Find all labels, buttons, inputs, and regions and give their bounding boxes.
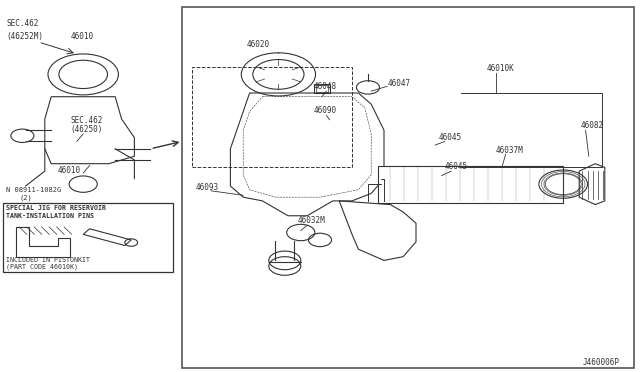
Text: 46045: 46045 [445, 162, 468, 171]
Text: 46047: 46047 [387, 78, 410, 87]
Text: 46048: 46048 [314, 82, 337, 91]
Bar [316, 85, 328, 92]
FancyBboxPatch shape [182, 7, 634, 368]
Text: (PART CODE 46010K): (PART CODE 46010K) [6, 264, 79, 270]
Text: J460006P: J460006P [582, 357, 620, 366]
FancyBboxPatch shape [3, 203, 173, 272]
Text: 46045: 46045 [438, 132, 461, 141]
Text: INCLUDED IN PISTONKIT: INCLUDED IN PISTONKIT [6, 257, 90, 263]
Text: 46010K: 46010K [486, 64, 514, 73]
Text: 46082: 46082 [581, 121, 604, 130]
Text: 46032M: 46032M [298, 216, 325, 225]
Text: (46250): (46250) [70, 125, 103, 134]
Text: 46020: 46020 [246, 39, 269, 48]
FancyBboxPatch shape [378, 166, 563, 203]
Text: SEC.462: SEC.462 [70, 116, 103, 125]
Text: (2): (2) [19, 194, 32, 201]
Text: 46093: 46093 [195, 183, 218, 192]
Text: 46010: 46010 [70, 32, 93, 41]
Text: 46090: 46090 [314, 106, 337, 115]
Text: TANK-INSTALLATION PINS: TANK-INSTALLATION PINS [6, 213, 95, 219]
Text: N 08911-1082G: N 08911-1082G [6, 187, 61, 193]
Text: SEC.462: SEC.462 [6, 19, 39, 28]
Text: 46037M: 46037M [496, 145, 524, 154]
Bar [314, 84, 330, 93]
Text: (46252M): (46252M) [6, 32, 44, 41]
Text: SPECIAL JIG FOR RESERVOIR: SPECIAL JIG FOR RESERVOIR [6, 205, 106, 211]
Text: 46010: 46010 [58, 166, 81, 175]
